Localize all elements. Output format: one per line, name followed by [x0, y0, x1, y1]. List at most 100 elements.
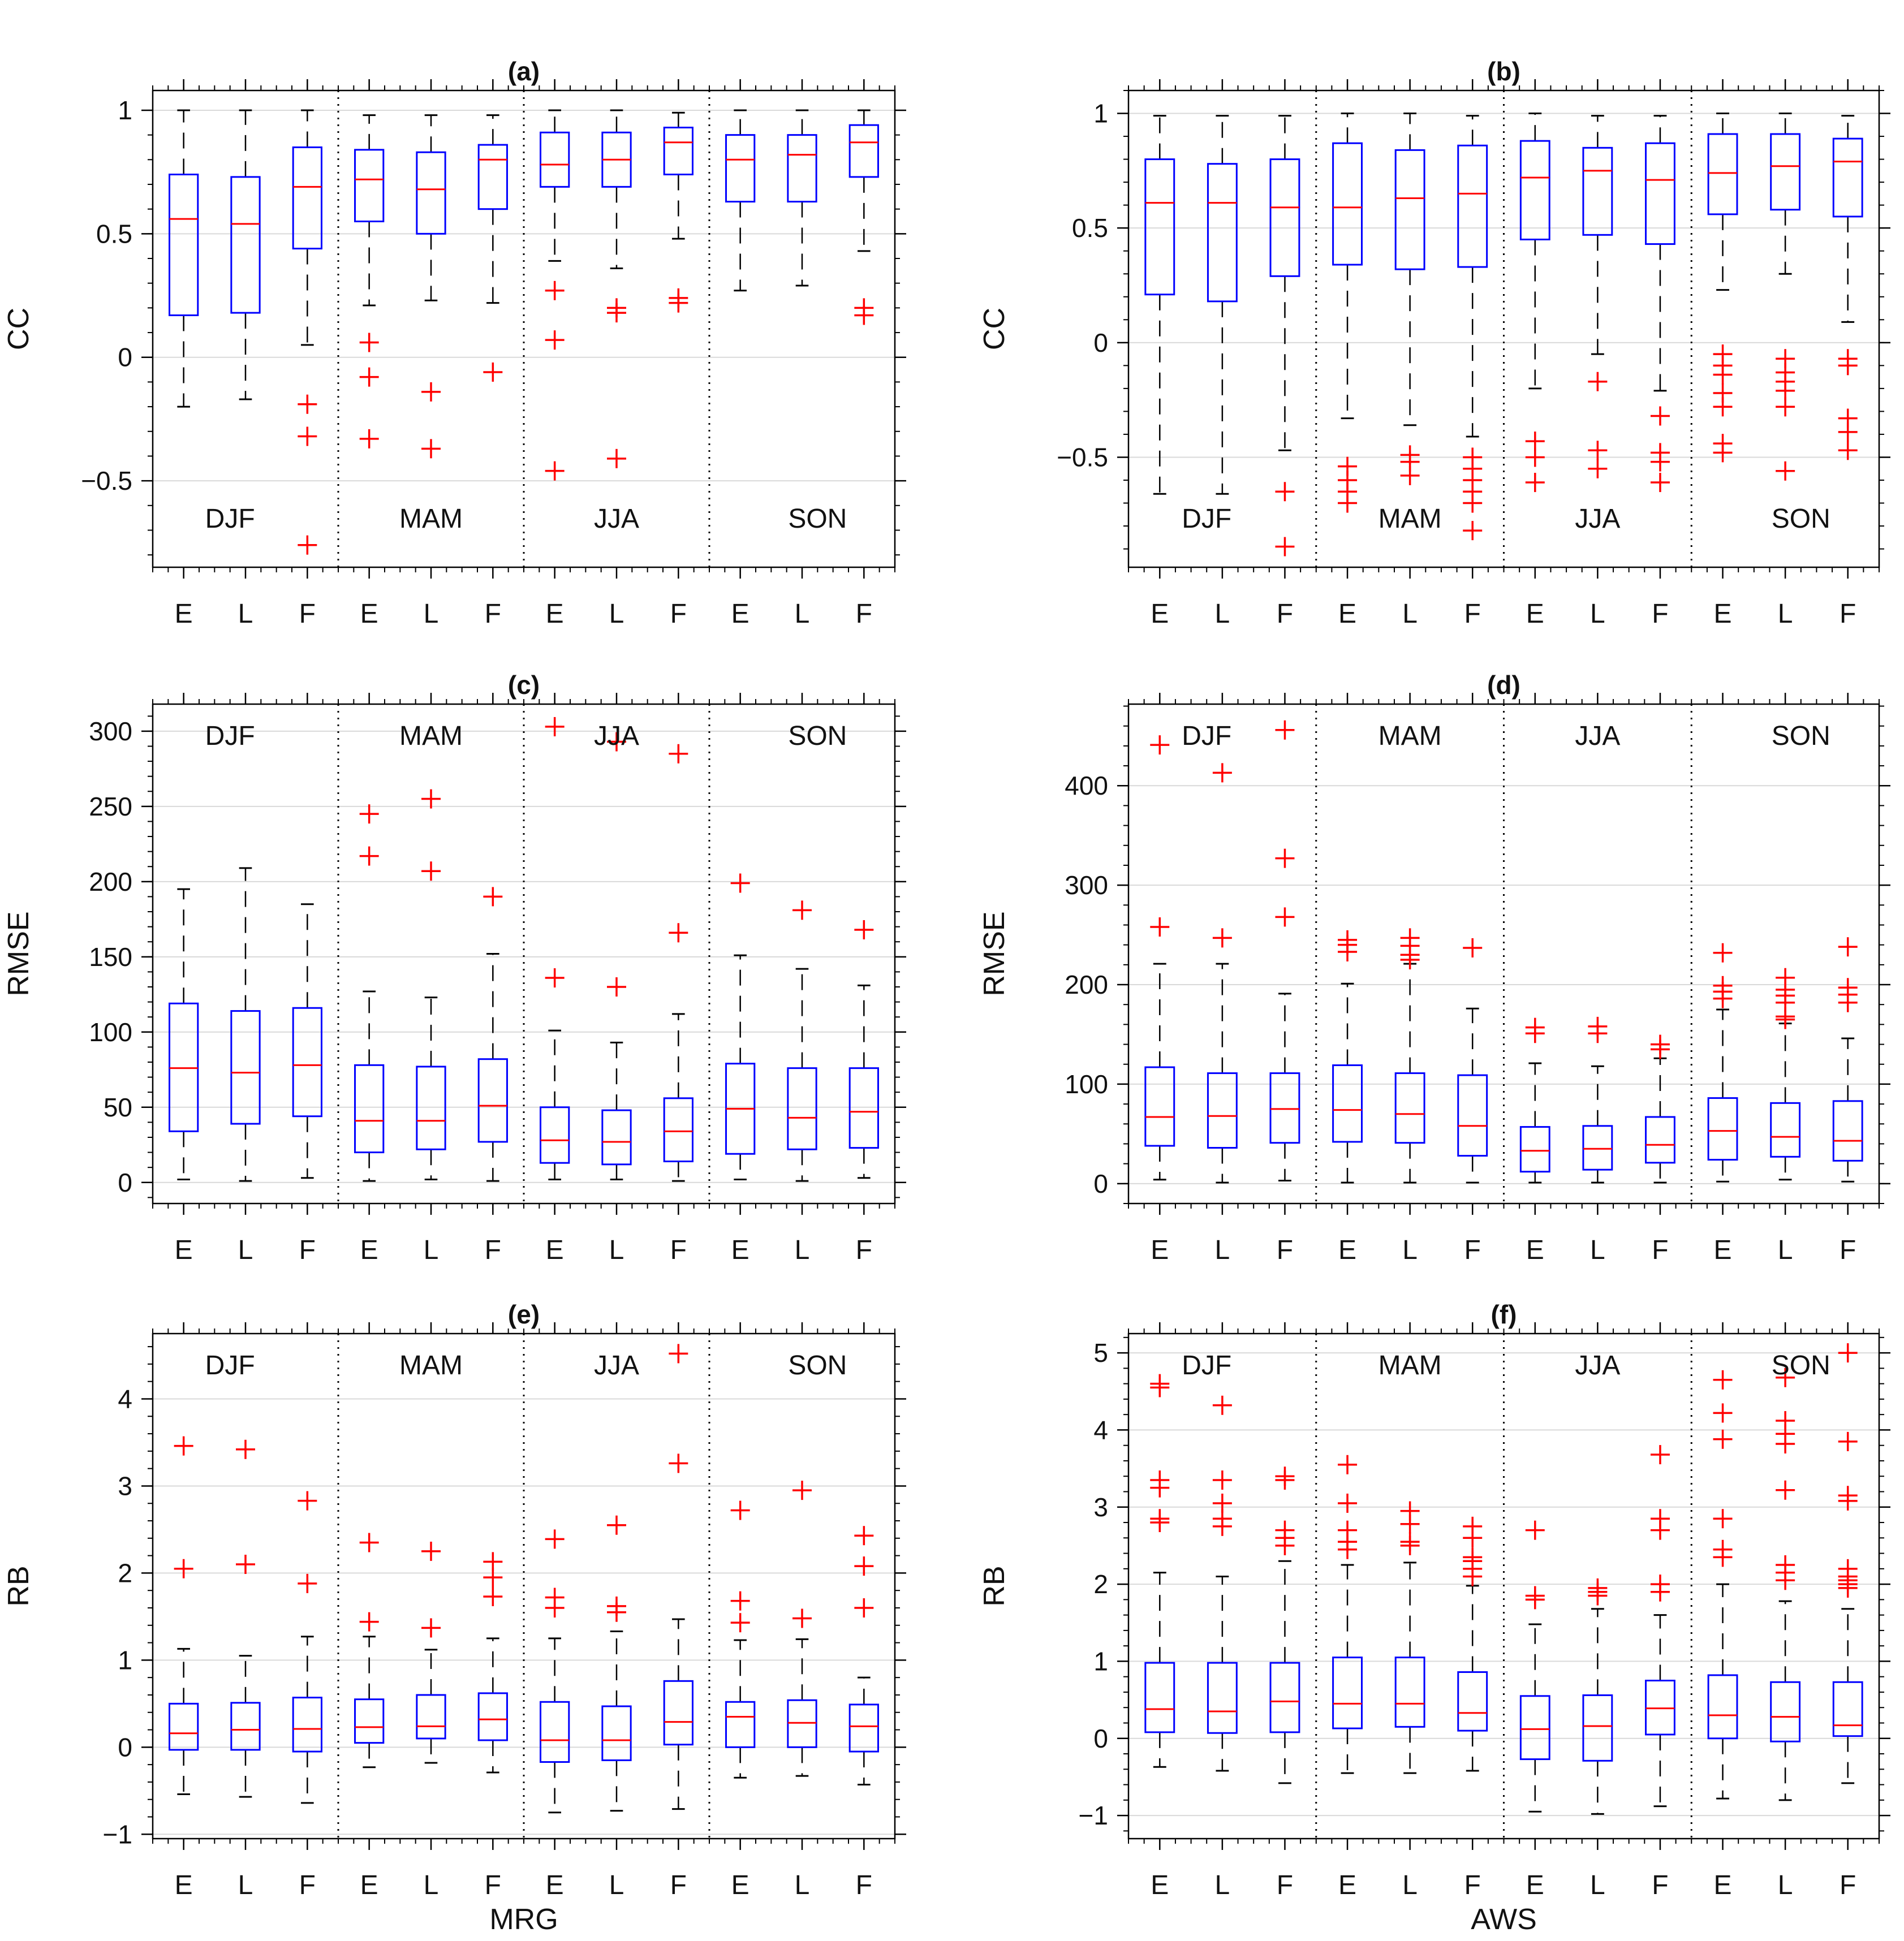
outlier-marker — [1838, 1491, 1858, 1511]
y-axis-label: RB — [978, 1565, 1011, 1606]
outlier-marker — [1838, 1343, 1858, 1363]
x-tick-label: F — [670, 1235, 687, 1265]
y-tick-label: 200 — [1065, 970, 1108, 999]
outlier-marker — [545, 1529, 565, 1549]
outlier-marker — [854, 1598, 874, 1617]
box-E-DJF — [169, 1436, 199, 1795]
x-tick-label: F — [485, 1235, 501, 1265]
y-tick-label: −1 — [103, 1819, 132, 1849]
outlier-marker — [298, 535, 317, 555]
y-axis-label: RB — [2, 1565, 35, 1606]
y-tick-label: 0 — [1093, 1724, 1108, 1753]
outlier-marker — [1400, 465, 1420, 485]
x-tick-label: L — [238, 1870, 253, 1900]
box-L-DJF — [230, 109, 261, 400]
iqr-box — [354, 149, 385, 222]
iqr-box — [1207, 1662, 1238, 1734]
y-tick-label: 1 — [118, 1645, 132, 1675]
box-E-DJF — [1144, 1374, 1175, 1768]
x-tick-label: L — [1402, 1235, 1418, 1265]
iqr-box — [787, 1067, 817, 1150]
season-label-son: SON — [788, 1351, 847, 1381]
outlier-marker — [607, 448, 626, 468]
iqr-box — [230, 1010, 261, 1125]
y-tick-label: 0 — [118, 1732, 132, 1762]
y-tick-label: 0 — [118, 1168, 132, 1197]
iqr-box — [1832, 1100, 1863, 1162]
outlier-marker — [298, 394, 317, 414]
x-tick-label: L — [795, 1870, 810, 1900]
x-tick-label: L — [1590, 599, 1605, 629]
outlier-marker — [1463, 938, 1483, 957]
box-F-JJA — [1645, 1445, 1675, 1808]
outlier-marker — [421, 861, 441, 881]
iqr-box — [663, 1097, 693, 1163]
x-tick-label: L — [238, 599, 253, 629]
x-tick-label: L — [1590, 1235, 1605, 1265]
outlier-marker — [1713, 1403, 1733, 1423]
outlier-marker — [854, 1526, 874, 1546]
outlier-marker — [359, 333, 379, 352]
box-E-SON — [1707, 1370, 1738, 1800]
season-label-son: SON — [1772, 1351, 1830, 1381]
iqr-box — [1457, 1074, 1488, 1157]
box-F-JJA — [663, 1344, 693, 1810]
x-tick-label: E — [1338, 1235, 1356, 1265]
season-label-jja: JJA — [1575, 721, 1620, 751]
box-F-DJF — [292, 109, 322, 555]
x-tick-label: E — [546, 1870, 564, 1900]
outlier-marker — [1838, 937, 1858, 957]
iqr-box — [725, 1701, 756, 1748]
outlier-marker — [174, 1436, 193, 1456]
x-tick-label: F — [1277, 1235, 1293, 1265]
box-L-DJF — [230, 1439, 261, 1798]
iqr-box — [416, 151, 446, 235]
iqr-box — [1394, 1657, 1425, 1728]
box-F-DJF — [292, 1491, 322, 1804]
iqr-box — [1582, 146, 1613, 236]
box-F-SON — [1832, 937, 1863, 1183]
outlier-marker — [1650, 1039, 1670, 1059]
outlier-marker — [1650, 406, 1670, 426]
y-tick-label: 1 — [118, 96, 132, 125]
box-L-JJA — [601, 109, 632, 468]
box-E-DJF — [1144, 735, 1175, 1181]
outlier-marker — [1776, 461, 1795, 481]
box-F-SON — [848, 920, 879, 1179]
box-F-MAM — [1457, 938, 1488, 1184]
outlier-marker — [1150, 735, 1170, 755]
outlier-marker — [1525, 1024, 1545, 1043]
outlier-marker — [298, 1491, 317, 1511]
x-tick-label: L — [1215, 599, 1230, 629]
outlier-marker — [545, 461, 565, 481]
outlier-marker — [545, 330, 565, 350]
x-tick-label: L — [609, 599, 624, 629]
x-tick-label: F — [670, 1870, 687, 1900]
x-tick-label: E — [360, 1235, 378, 1265]
x-tick-label: E — [1526, 1235, 1544, 1265]
box-F-SON — [848, 109, 879, 325]
box-E-DJF — [1144, 115, 1175, 495]
box-L-SON — [1770, 1368, 1801, 1801]
outlier-marker — [1275, 907, 1295, 927]
y-tick-label: −1 — [1079, 1801, 1108, 1830]
outlier-marker — [669, 1344, 688, 1364]
outlier-marker — [1275, 537, 1295, 557]
iqr-box — [230, 1702, 261, 1751]
outlier-marker — [359, 804, 379, 824]
box-L-SON — [787, 1481, 817, 1777]
x-tick-label: L — [1778, 1235, 1793, 1265]
x-tick-label: E — [546, 1235, 564, 1265]
x-tick-label: F — [856, 599, 872, 629]
x-tick-label: L — [424, 1870, 439, 1900]
outlier-marker — [359, 429, 379, 448]
iqr-box — [477, 144, 508, 210]
season-label-jja: JJA — [1575, 504, 1620, 534]
iqr-box — [1582, 1694, 1613, 1762]
iqr-box — [230, 176, 261, 314]
outlier-marker — [1212, 1470, 1232, 1490]
box-F-DJF — [1269, 1466, 1300, 1784]
box-L-SON — [787, 900, 817, 1182]
x-tick-label: E — [1526, 1870, 1544, 1900]
outlier-marker — [236, 1555, 255, 1575]
